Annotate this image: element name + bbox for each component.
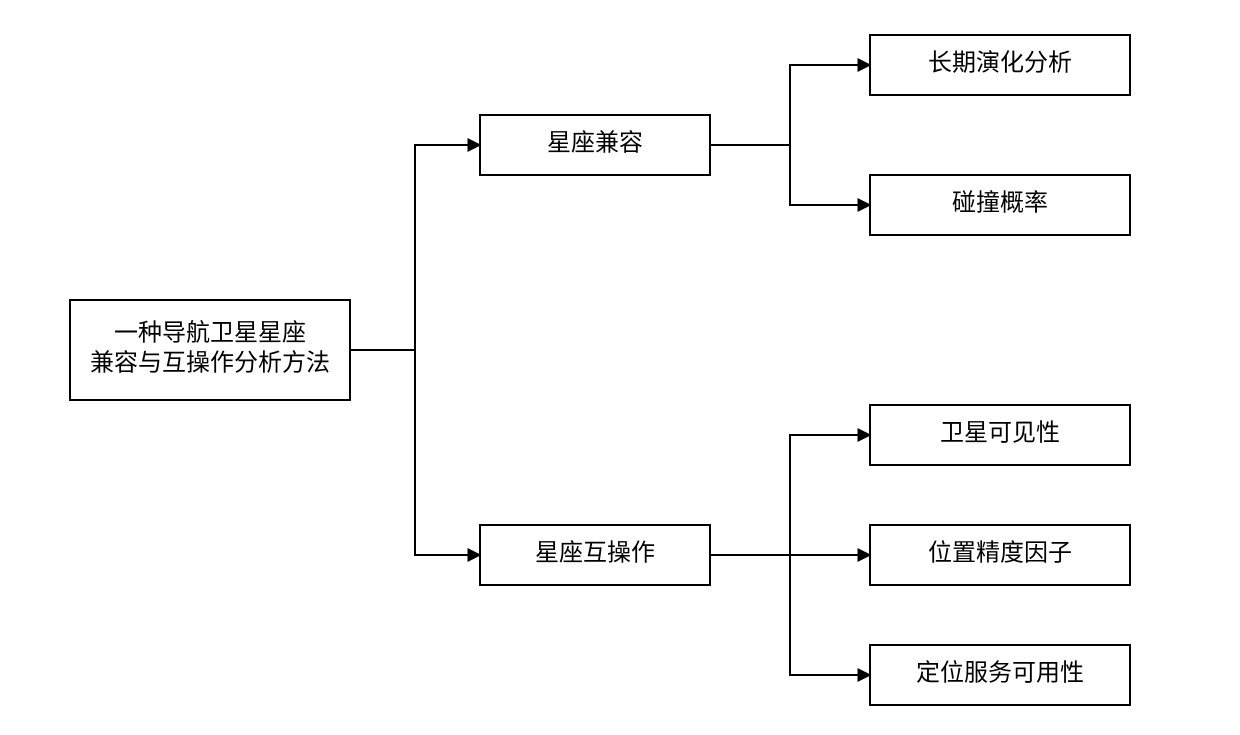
node-avail: 定位服务可用性	[870, 645, 1130, 705]
node-pdop: 位置精度因子	[870, 525, 1130, 585]
node-label-vis: 卫星可见性	[940, 420, 1060, 447]
node-compat: 星座兼容	[480, 115, 710, 175]
node-label-avail: 定位服务可用性	[916, 660, 1084, 687]
node-label-compat: 星座兼容	[547, 130, 643, 157]
node-root: 一种导航卫星星座兼容与互操作分析方法	[70, 300, 350, 400]
node-label-root-line1: 一种导航卫星星座	[114, 320, 306, 347]
edge-interop-to-avail	[710, 555, 870, 675]
edge-compat-to-coll	[710, 145, 870, 205]
node-coll: 碰撞概率	[870, 175, 1130, 235]
edge-compat-to-evo	[710, 65, 870, 145]
node-interop: 星座互操作	[480, 525, 710, 585]
flowchart-canvas: 一种导航卫星星座兼容与互操作分析方法 星座兼容星座互操作 长期演化分析碰撞概率卫星可…	[0, 0, 1240, 735]
nodes-layer: 一种导航卫星星座兼容与互操作分析方法 星座兼容星座互操作 长期演化分析碰撞概率卫星可…	[70, 35, 1130, 705]
edge-root-to-interop	[350, 350, 480, 555]
edge-root-to-compat	[350, 145, 480, 350]
node-label-interop: 星座互操作	[535, 540, 655, 567]
node-label-coll: 碰撞概率	[952, 190, 1048, 217]
node-evo: 长期演化分析	[870, 35, 1130, 95]
edge-interop-to-vis	[710, 435, 870, 555]
node-label-root-line2: 兼容与互操作分析方法	[90, 350, 330, 377]
node-vis: 卫星可见性	[870, 405, 1130, 465]
node-label-pdop: 位置精度因子	[928, 540, 1072, 567]
node-label-evo: 长期演化分析	[928, 50, 1072, 77]
